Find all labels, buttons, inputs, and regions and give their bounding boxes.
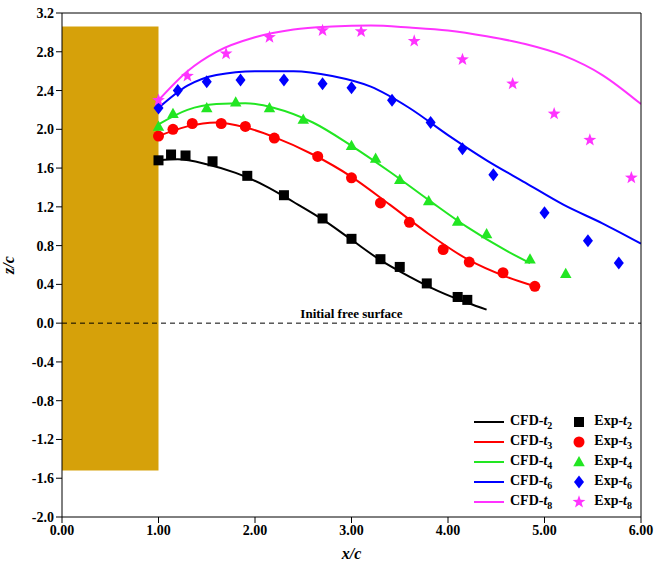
svg-text:2.4: 2.4 [37, 84, 55, 99]
svg-text:3.00: 3.00 [339, 523, 364, 538]
svg-text:2.0: 2.0 [37, 122, 55, 137]
svg-text:-0.8: -0.8 [32, 394, 54, 409]
svg-text:4.00: 4.00 [436, 523, 461, 538]
html-text:CFD- t6: CFD- t6 [510, 473, 553, 491]
svg-text:2.8: 2.8 [37, 45, 55, 60]
svg-text:1.6: 1.6 [37, 161, 55, 176]
svg-text:0.0: 0.0 [37, 316, 55, 331]
svg-text:6.00: 6.00 [629, 523, 654, 538]
svg-text:Initial free surface: Initial free surface [300, 306, 403, 321]
svg-text:3.2: 3.2 [37, 6, 55, 21]
svg-text:z/c: z/c [0, 256, 17, 275]
html-text:Exp- t2: Exp- t2 [594, 413, 632, 431]
svg-text:0.8: 0.8 [37, 239, 55, 254]
html-text:Exp- t4: Exp- t4 [594, 453, 632, 471]
html-text:CFD- t4: CFD- t4 [510, 453, 553, 471]
html-text:Exp- t8: Exp- t8 [594, 493, 632, 511]
svg-text:-1.6: -1.6 [32, 471, 54, 486]
svg-text:1.2: 1.2 [37, 200, 55, 215]
svg-text:-2.0: -2.0 [32, 510, 54, 525]
svg-text:-0.4: -0.4 [32, 355, 54, 370]
html-text:CFD- t2: CFD- t2 [510, 413, 553, 431]
html-text:CFD- t8: CFD- t8 [510, 493, 553, 511]
html-text:Exp- t6: Exp- t6 [594, 473, 632, 491]
svg-text:0.4: 0.4 [37, 277, 55, 292]
svg-text:5.00: 5.00 [532, 523, 557, 538]
svg-text:2.00: 2.00 [243, 523, 268, 538]
svg-text:-1.2: -1.2 [32, 432, 54, 447]
svg-text:1.00: 1.00 [146, 523, 171, 538]
svg-text:x/c: x/c [341, 545, 362, 562]
svg-text:0.00: 0.00 [50, 523, 75, 538]
html-text:CFD- t3: CFD- t3 [510, 433, 553, 451]
html-text:Exp- t3: Exp- t3 [594, 433, 632, 451]
